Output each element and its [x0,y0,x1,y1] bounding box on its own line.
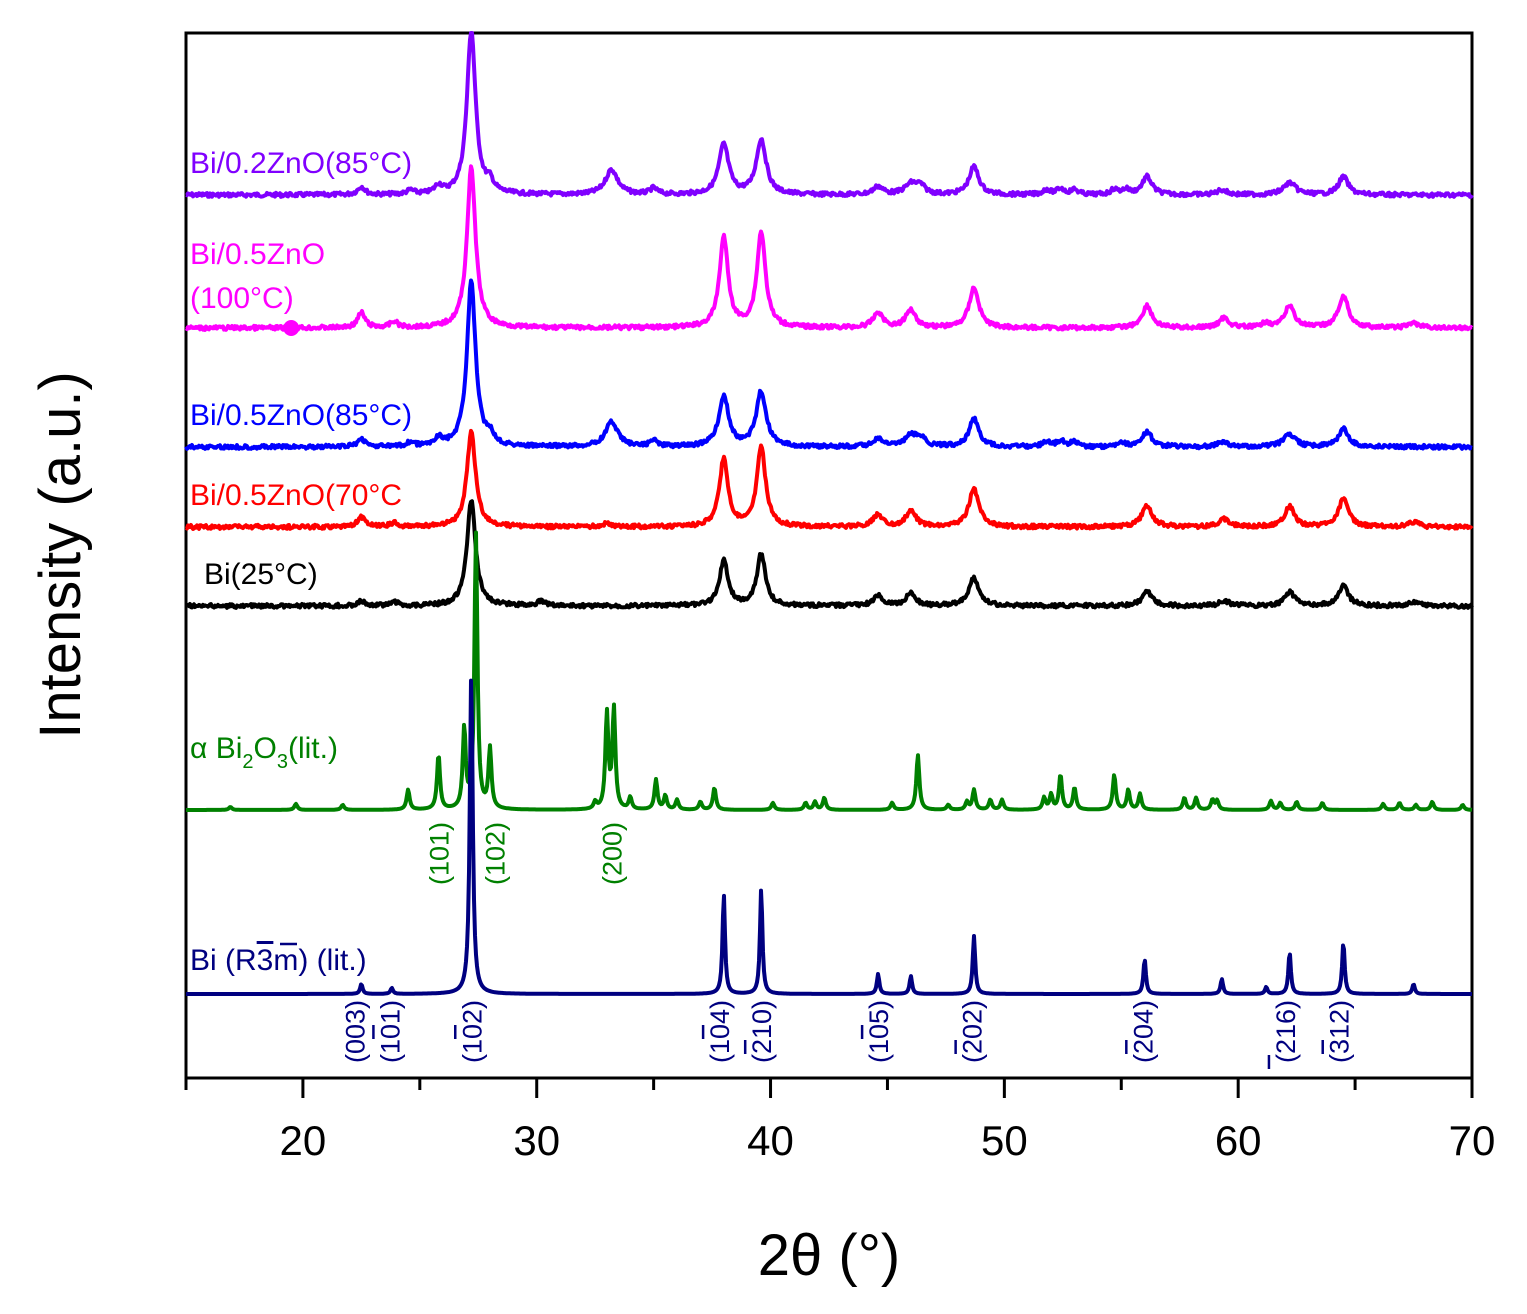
series-label: α Bi2O3(lit.) [190,732,338,773]
hkl-label: (204) [1128,1000,1158,1063]
trace-0 [185,31,1474,199]
hkl-label: (003) [340,1000,370,1063]
x-tick-label: 60 [1215,1117,1262,1164]
hkl-label: (105) [864,1000,894,1063]
trace-6 [185,678,1473,996]
x-tick-label: 40 [747,1117,794,1164]
hkl-label: (104) [705,1000,735,1063]
x-axis-ticks: 20 30 40 50 60 70 [184,1078,1496,1164]
hkl-labels: (101) (102) (200)(003) (101) (102) (104) (210)… [340,822,1355,1069]
series-label: Bi/0.2ZnO(85°C) [190,147,412,180]
x-tick-label: 20 [280,1117,327,1164]
hkl-label: (312) [1325,1000,1355,1063]
x-tick-label: 50 [981,1117,1028,1164]
hkl-label: (102) [481,822,511,885]
hkl-label: (101) [375,1000,405,1063]
series-label: Bi (R3m) (lit.) [190,944,367,977]
trace-3 [184,428,1474,531]
hkl-label: (101) [425,822,455,885]
plot-frame [184,31,1474,1080]
trace-5 [185,530,1473,812]
hkl-label: (200) [598,822,628,885]
trace-1 [184,164,1474,332]
hkl-label: (210) [747,1000,777,1063]
series-labels: Bi/0.2ZnO(85°C) Bi/0.5ZnO (100°C) Bi/0.5ZnO… [190,147,412,977]
series-label: Bi/0.5ZnO [190,238,325,271]
series-label: Bi(25°C) [204,558,318,591]
hkl-label: (202) [958,1000,988,1063]
series-label: (100°C) [190,282,294,315]
hkl-label: (216) [1271,1000,1301,1063]
hkl-label: (102) [457,1000,487,1063]
trace-4 [185,499,1474,610]
x-axis-title: 2θ (°) [758,1223,900,1288]
trace-2 [184,278,1473,451]
x-tick-label: 70 [1449,1117,1496,1164]
series-label: Bi/0.5ZnO(85°C) [190,399,412,432]
trace-marker [283,320,300,336]
series-label: Bi/0.5ZnO(70°C [190,479,402,512]
y-axis-title: Intensity (a.u.) [28,371,93,738]
x-tick-label: 30 [513,1117,560,1164]
traces [184,31,1474,996]
